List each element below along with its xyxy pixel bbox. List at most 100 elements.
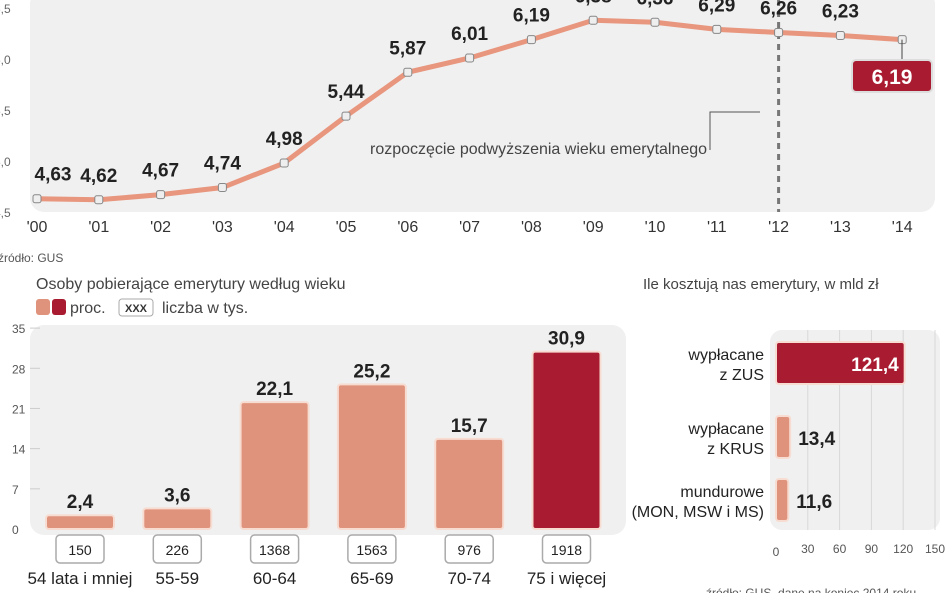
x-tick: '00 [27,219,48,236]
x-tick: '14 [892,219,913,236]
annotation-leader [709,111,760,150]
y-tick: 7 [12,483,19,497]
x-tick: '09 [583,219,604,236]
bar-chart-title: Osoby pobierające emerytury według wieku [36,276,345,293]
data-label: 4,67 [142,161,179,182]
y-tick: 6,5 [0,2,11,16]
data-label: 5,87 [389,38,426,59]
category-label: 65-69 [350,569,393,588]
y-tick: 0 [12,523,19,537]
count-box [249,534,300,564]
highlight-box [851,59,933,93]
data-point [156,190,166,200]
x-tick: '12 [768,219,789,236]
bar [239,401,310,530]
data-point [403,67,413,77]
source: źródło: GUS [0,251,63,265]
data-point [650,17,660,27]
hbar-category: z ZUS [720,367,764,384]
data-label: 6,29 [698,0,735,16]
x-tick: '11 [707,219,727,236]
bar [336,383,407,530]
y-tick: 6,0 [0,53,11,67]
data-point [526,35,536,45]
hbar [775,415,792,459]
y-tick: 5,0 [0,155,11,169]
data-label: 4,74 [204,154,241,175]
data-point [341,111,351,121]
hbar-category: (MON, MSW i MS) [632,504,764,521]
count-box [55,534,105,564]
count-value: 976 [458,542,482,558]
count-box [347,534,397,564]
bar-label: 2,4 [67,492,94,513]
legend-count: liczba w tys. [162,300,248,317]
bar [142,507,213,530]
data-label: 5,44 [328,82,365,103]
data-point [712,24,722,34]
hbar [775,341,906,385]
data-label: 6,01 [451,24,488,45]
y-tick: 28 [12,362,26,376]
x-tick: 150 [925,542,945,556]
data-point [774,27,784,37]
annotation: rozpoczęcie podwyższenia wieku emerytaln… [370,141,707,158]
count-value: 226 [166,542,190,558]
x-tick: '02 [150,219,171,236]
data-label: 6,36 [637,0,674,9]
x-tick: 90 [865,542,879,556]
bar-label: 15,7 [451,416,488,437]
category-label: 54 lata i mniej [28,569,133,588]
bar-label: 25,2 [353,361,390,382]
count-box [541,534,592,564]
count-value: 1368 [259,542,290,558]
hbar-title: Ile kosztują nas emerytury, w mld zł [643,276,879,293]
highlight-value: 6,19 [872,66,913,89]
data-label: 4,98 [266,129,303,150]
legend-box [118,298,154,317]
count-box [152,534,203,564]
hbar [775,478,790,522]
hbar-label: 13,4 [798,429,835,450]
count-value: 1918 [551,542,582,558]
x-tick: '07 [459,219,480,236]
category-label: 55-59 [156,569,199,588]
x-tick: '08 [521,219,542,236]
data-point [217,183,227,193]
data-point [279,158,289,168]
legend-swatch-dark [52,299,66,315]
data-label: 6,38 [575,0,612,7]
data-label: 6,19 [513,6,550,27]
legend-percent: proc. [70,300,106,317]
x-tick: '10 [645,219,666,236]
data-point [465,53,475,63]
category-label: 60-64 [253,569,296,588]
y-tick: 14 [12,443,26,457]
x-tick: 0 [773,545,780,559]
y-tick: 4,5 [0,206,11,220]
x-tick: 30 [801,542,815,556]
bar-label: 22,1 [256,379,293,400]
count-box [444,534,494,564]
count-value: 1563 [356,542,387,558]
hbar-category: wypłacane [687,347,764,364]
category-label: 70-74 [447,569,490,588]
bar-label: 30,9 [548,329,585,350]
legend-box-sample: XXX [125,303,148,315]
count-value: 150 [68,542,92,558]
x-tick: '05 [336,219,357,236]
bar [434,437,505,530]
bar [45,514,115,530]
data-point [835,31,845,41]
x-tick: '01 [88,219,109,236]
data-label: 4,62 [80,166,117,187]
data-label: 4,63 [35,165,72,186]
source: źródło: GUS, dane na koniec 2014 roku [706,586,916,593]
line-panel [30,0,935,212]
x-tick: 120 [893,542,913,556]
bar [531,350,602,530]
data-point [588,15,598,25]
hbar-label: 121,4 [851,355,899,376]
x-tick: 60 [833,542,847,556]
